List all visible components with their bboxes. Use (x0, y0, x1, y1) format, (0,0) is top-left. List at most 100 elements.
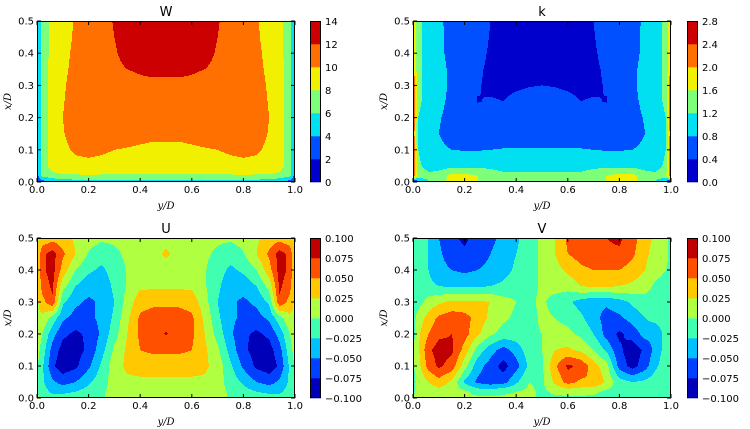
contour-cell (644, 136, 666, 138)
contour-cell (40, 252, 48, 254)
contour-cell (237, 308, 257, 310)
contour-cell (222, 325, 234, 327)
contour-cell (98, 329, 110, 331)
contour-cell (265, 271, 272, 273)
contour-cell (38, 244, 45, 246)
contour-cell (130, 316, 139, 318)
contour-cell (668, 52, 670, 54)
contour-cell (257, 249, 269, 251)
contour-cell (38, 73, 41, 75)
contour-cell (444, 142, 640, 144)
contour-cell (285, 322, 295, 324)
contour-cell (667, 170, 669, 172)
contour-cell (415, 114, 417, 116)
contour-cell (257, 308, 270, 310)
contour-cell (89, 250, 119, 252)
contour-cell (662, 37, 668, 39)
contour-cell (667, 152, 669, 154)
contour-cell (55, 264, 62, 266)
contour-cell (667, 164, 669, 166)
contour-cell (445, 60, 485, 62)
contour-cell (123, 64, 209, 66)
contour-cell (284, 76, 291, 78)
contour-cell (416, 23, 422, 25)
contour-cell (41, 96, 48, 98)
contour-cell (257, 271, 265, 273)
contour-cell (421, 105, 444, 107)
contour-cell (38, 27, 41, 29)
contour-cell (67, 79, 265, 81)
contour-cell (273, 329, 281, 331)
contour-cell (40, 255, 46, 257)
x-tick-label: 0.4 (132, 185, 148, 196)
contour-cell (284, 156, 291, 158)
contour-cell (41, 250, 52, 252)
contour-cell (417, 155, 419, 157)
contour-cell (640, 37, 662, 39)
contour-cell (38, 292, 42, 294)
contour-cell (38, 120, 41, 122)
contour-cell (137, 294, 195, 296)
contour-cell (55, 301, 58, 303)
contour-cell (210, 148, 262, 150)
contour-cell (42, 176, 290, 178)
contour-cell (662, 48, 668, 50)
contour-cell (258, 153, 284, 155)
contour-cell (122, 257, 165, 259)
contour-cell (444, 33, 489, 35)
contour-cell (70, 263, 81, 265)
contour-cell (284, 114, 291, 116)
contour-cell (414, 66, 416, 68)
contour-cell (284, 112, 291, 114)
contour-cell (38, 36, 41, 38)
contour-cell (64, 101, 268, 103)
contour-cell (422, 82, 447, 84)
contour-cell (415, 169, 417, 171)
contour-cell (415, 150, 417, 152)
contour-cell (124, 299, 135, 301)
contour-cell (41, 123, 48, 125)
contour-cell (218, 300, 238, 302)
contour-cell (38, 81, 41, 83)
contour-cell (132, 308, 150, 310)
contour-cell (80, 304, 95, 306)
contour-cell (414, 109, 415, 111)
contour-cell (270, 293, 273, 295)
contour-cell (86, 257, 122, 259)
contour-cell (111, 244, 221, 246)
contour-cell (414, 73, 417, 75)
contour-cell (447, 71, 483, 73)
contour-cell (489, 36, 595, 38)
contour-cell (60, 303, 64, 305)
contour-cell (573, 94, 604, 96)
contour-cell (278, 276, 284, 278)
contour-cell (207, 287, 221, 289)
contour-cell (112, 316, 121, 318)
contour-cell (257, 248, 270, 250)
contour-cell (41, 128, 48, 130)
contour-cell (247, 258, 259, 260)
contour-cell (290, 176, 293, 178)
contour-cell (108, 275, 126, 277)
contour-cell (276, 291, 279, 293)
contour-cell (61, 266, 69, 268)
contour-cell (74, 309, 95, 311)
contour-cell (283, 27, 291, 29)
contour-cell (38, 111, 41, 113)
contour-cell (292, 178, 295, 180)
contour-cell (41, 48, 49, 50)
contour-cell (65, 100, 267, 102)
contour-cell (68, 69, 128, 71)
contour-cell (420, 108, 444, 110)
contour-cell (269, 120, 284, 122)
contour-cell (667, 92, 669, 94)
contour-cell (68, 143, 145, 145)
contour-cell (668, 45, 671, 47)
contour-cell (232, 155, 255, 157)
contour-cell (489, 37, 595, 39)
contour-cell (259, 152, 284, 154)
contour-cell (637, 84, 662, 86)
contour-cell (422, 66, 446, 68)
contour-cell (41, 56, 49, 58)
colorbar-label: 12 (325, 40, 338, 51)
